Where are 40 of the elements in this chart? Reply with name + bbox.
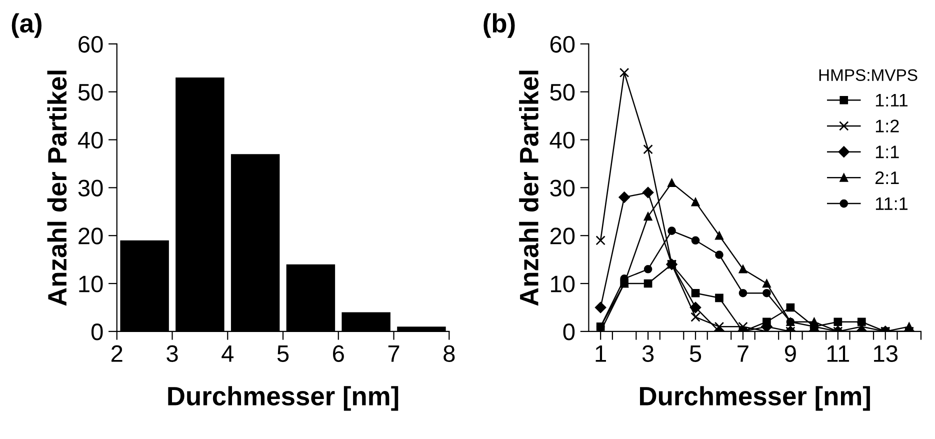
y-tick-label: 20	[78, 228, 103, 244]
y-tick-label: 50	[550, 84, 575, 101]
y-tick-label: 60	[78, 36, 103, 53]
y-tick-label: 60	[550, 36, 575, 53]
x-tick-label: 6	[333, 345, 344, 362]
x-tick-label: 3	[166, 345, 178, 362]
chart-title: (a)	[12, 13, 42, 38]
chart-title: (b)	[484, 13, 515, 38]
x-tick-label: 3	[642, 345, 654, 362]
y-tick-label: 40	[78, 132, 103, 149]
x-tick-label: 5	[277, 346, 289, 362]
y-tick-label: 10	[551, 276, 575, 292]
legend-label: 1:2	[876, 120, 899, 132]
legend-label: 1:11	[876, 94, 908, 106]
x-tick-label: 11	[827, 346, 850, 362]
y-tick-label: 10	[79, 276, 103, 292]
legend-label: 1:1	[876, 146, 899, 158]
x-tick-label: 2	[112, 345, 122, 362]
x-tick-label: 9	[784, 345, 796, 362]
y-tick-label: 30	[78, 180, 103, 196]
y-tick-label: 0	[563, 324, 575, 340]
y-tick-label: 50	[78, 84, 103, 101]
x-tick-label: 7	[388, 346, 400, 362]
x-tick-label: 5	[690, 346, 702, 362]
x-tick-label: 13	[874, 345, 898, 362]
y-tick-label: 40	[550, 132, 575, 149]
y-tick-label: 20	[550, 228, 575, 244]
legend-label: 2:1	[875, 171, 899, 184]
x-tick-label: 4	[222, 346, 234, 362]
y-tick-label: 0	[91, 324, 103, 340]
legend-title: HMPS:MVPS	[819, 69, 918, 82]
x-axis-title: Durchmesser [nm]	[168, 386, 398, 411]
x-tick-label: 1	[596, 346, 606, 362]
x-tick-label: 7	[738, 346, 748, 362]
x-tick-label: 8	[444, 345, 455, 362]
y-tick-label: 30	[550, 180, 575, 196]
x-axis-title: Durchmesser [nm]	[640, 386, 870, 411]
legend-label: 11:1	[876, 197, 908, 210]
y-axis-title: Anzahl der Partikel	[519, 70, 538, 306]
y-axis-title: Anzahl der Partikel	[47, 70, 67, 306]
